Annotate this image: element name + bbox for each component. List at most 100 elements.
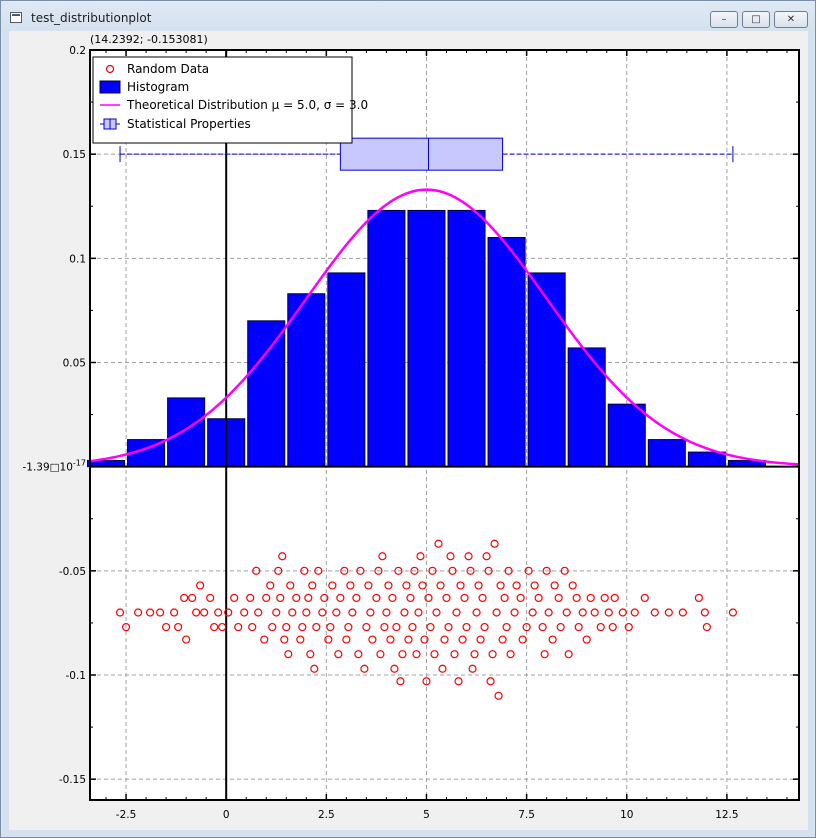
data-point bbox=[262, 593, 271, 603]
data-point bbox=[560, 566, 569, 575]
data-point bbox=[398, 650, 407, 659]
data-point bbox=[366, 608, 375, 617]
data-point bbox=[452, 608, 461, 617]
data-point bbox=[115, 608, 125, 617]
data-point bbox=[376, 650, 385, 659]
data-point bbox=[406, 593, 415, 603]
data-point bbox=[456, 581, 465, 590]
coordinate-readout: (14.2392; -0.153081) bbox=[90, 33, 208, 46]
y-tick-label: 0.15 bbox=[63, 149, 86, 161]
data-point bbox=[482, 552, 491, 561]
data-point bbox=[506, 650, 515, 659]
data-point bbox=[346, 581, 355, 590]
data-point bbox=[462, 622, 471, 632]
data-point bbox=[664, 608, 673, 617]
data-point bbox=[378, 552, 387, 561]
data-point bbox=[390, 664, 399, 673]
data-point bbox=[121, 622, 131, 632]
data-point bbox=[418, 581, 427, 590]
data-point bbox=[578, 608, 587, 617]
data-point bbox=[200, 608, 209, 617]
data-point bbox=[328, 581, 337, 590]
data-point bbox=[170, 608, 179, 617]
data-point bbox=[400, 608, 409, 617]
data-point bbox=[326, 622, 335, 632]
data-point bbox=[182, 635, 191, 644]
data-point bbox=[460, 593, 469, 603]
data-point bbox=[478, 593, 487, 603]
data-point bbox=[292, 593, 301, 603]
y-tick-label: 0.1 bbox=[69, 253, 86, 265]
data-point bbox=[604, 608, 613, 617]
data-point bbox=[252, 566, 261, 575]
data-point bbox=[342, 635, 351, 644]
data-point bbox=[496, 581, 505, 590]
data-point bbox=[420, 635, 429, 644]
data-point bbox=[354, 650, 363, 659]
data-point bbox=[556, 622, 565, 632]
legend-label: Random Data bbox=[127, 62, 209, 76]
data-point bbox=[424, 593, 433, 603]
data-point bbox=[230, 593, 239, 603]
data-point bbox=[266, 581, 275, 590]
x-tick-label: 5 bbox=[423, 809, 430, 821]
y-tick-label-exponent: -17 bbox=[73, 459, 86, 468]
data-point bbox=[678, 608, 687, 617]
data-point bbox=[700, 608, 709, 617]
data-point bbox=[300, 566, 309, 575]
window-title: test_distributionplot bbox=[31, 11, 152, 25]
data-point bbox=[396, 677, 405, 686]
data-point bbox=[582, 635, 591, 644]
y-tick-label: -0.05 bbox=[59, 566, 86, 578]
data-point bbox=[196, 581, 205, 590]
data-point bbox=[410, 566, 419, 575]
data-point bbox=[402, 581, 411, 590]
data-point bbox=[430, 650, 439, 659]
y-tick-label: 0.2 bbox=[69, 45, 86, 57]
close-button[interactable]: ✕ bbox=[774, 11, 808, 28]
data-point bbox=[408, 622, 417, 632]
data-point bbox=[524, 566, 533, 575]
data-point bbox=[246, 593, 255, 603]
data-point bbox=[504, 566, 513, 575]
data-point bbox=[464, 552, 473, 561]
data-point bbox=[282, 622, 291, 632]
data-point bbox=[352, 593, 361, 603]
data-point bbox=[334, 650, 343, 659]
histogram-bar bbox=[367, 209, 406, 468]
data-point bbox=[304, 593, 313, 603]
title-bar[interactable]: test_distributionplot – □ ✕ bbox=[1, 1, 815, 31]
data-point bbox=[518, 635, 527, 644]
minimize-button[interactable]: – bbox=[710, 11, 738, 28]
data-point bbox=[422, 677, 431, 686]
data-point bbox=[382, 608, 391, 617]
data-point bbox=[188, 593, 197, 603]
data-point bbox=[388, 593, 397, 603]
data-point bbox=[512, 581, 521, 590]
data-point bbox=[308, 581, 317, 590]
data-point bbox=[276, 593, 285, 603]
data-point bbox=[268, 622, 277, 632]
histogram-bar bbox=[167, 397, 206, 468]
data-point bbox=[476, 635, 485, 644]
data-point bbox=[624, 622, 633, 632]
maximize-button[interactable]: □ bbox=[742, 11, 770, 28]
legend-box-icon bbox=[99, 80, 121, 94]
data-point bbox=[180, 593, 189, 603]
data-point bbox=[574, 622, 583, 632]
y-tick-label: -0.1 bbox=[66, 670, 87, 682]
y-tick-label: -0.15 bbox=[59, 774, 86, 786]
data-point bbox=[498, 635, 507, 644]
data-point bbox=[310, 664, 319, 673]
data-point bbox=[702, 622, 711, 632]
data-point bbox=[448, 566, 457, 575]
data-point bbox=[534, 593, 543, 603]
data-point bbox=[372, 593, 381, 603]
histogram-bar bbox=[407, 209, 446, 468]
data-point bbox=[554, 593, 563, 603]
data-point bbox=[298, 622, 307, 632]
data-point bbox=[586, 593, 595, 603]
data-point bbox=[436, 581, 445, 590]
data-point bbox=[542, 566, 551, 575]
